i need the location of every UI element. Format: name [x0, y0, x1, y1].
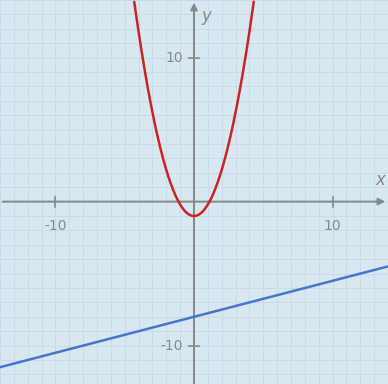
Text: 10: 10 [165, 51, 183, 65]
Text: -10: -10 [160, 339, 183, 353]
Text: 10: 10 [324, 219, 341, 233]
Text: x: x [375, 170, 385, 189]
Text: y: y [201, 7, 211, 25]
Text: -10: -10 [44, 219, 67, 233]
